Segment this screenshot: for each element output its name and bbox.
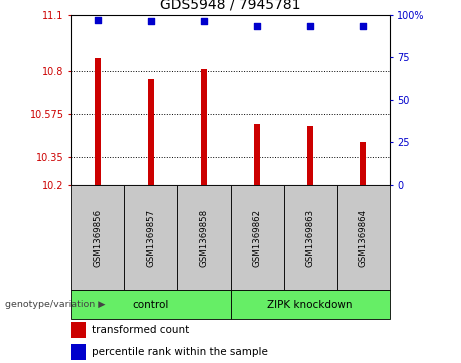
Point [148, 19, 155, 24]
Bar [201, 69, 207, 185]
Text: genotype/variation ▶: genotype/variation ▶ [5, 301, 105, 309]
Text: GSM1369864: GSM1369864 [359, 209, 367, 267]
Bar [284, 185, 337, 290]
Text: GSM1369856: GSM1369856 [94, 209, 102, 267]
Point [200, 19, 207, 24]
Bar [71, 185, 124, 290]
Bar [337, 185, 390, 290]
Text: GSM1369858: GSM1369858 [200, 209, 208, 267]
Point [359, 24, 366, 29]
Text: GSM1369862: GSM1369862 [253, 209, 261, 267]
Bar [307, 126, 313, 185]
Text: control: control [133, 300, 169, 310]
Text: GSM1369863: GSM1369863 [306, 209, 314, 267]
Bar [177, 185, 230, 290]
Bar [71, 322, 86, 338]
Bar [148, 79, 154, 185]
Bar [360, 142, 366, 185]
Text: percentile rank within the sample: percentile rank within the sample [92, 347, 268, 357]
Bar [254, 125, 260, 185]
Point [254, 24, 261, 29]
Bar [95, 58, 101, 185]
Title: GDS5948 / 7945781: GDS5948 / 7945781 [160, 0, 301, 12]
Text: transformed count: transformed count [92, 325, 189, 335]
Bar [71, 290, 230, 319]
Bar [230, 185, 284, 290]
Text: ZIPK knockdown: ZIPK knockdown [267, 300, 353, 310]
Bar [71, 344, 86, 359]
Text: GSM1369857: GSM1369857 [147, 209, 155, 267]
Point [306, 24, 313, 29]
Point [94, 17, 101, 23]
Bar [230, 290, 390, 319]
Bar [124, 185, 177, 290]
